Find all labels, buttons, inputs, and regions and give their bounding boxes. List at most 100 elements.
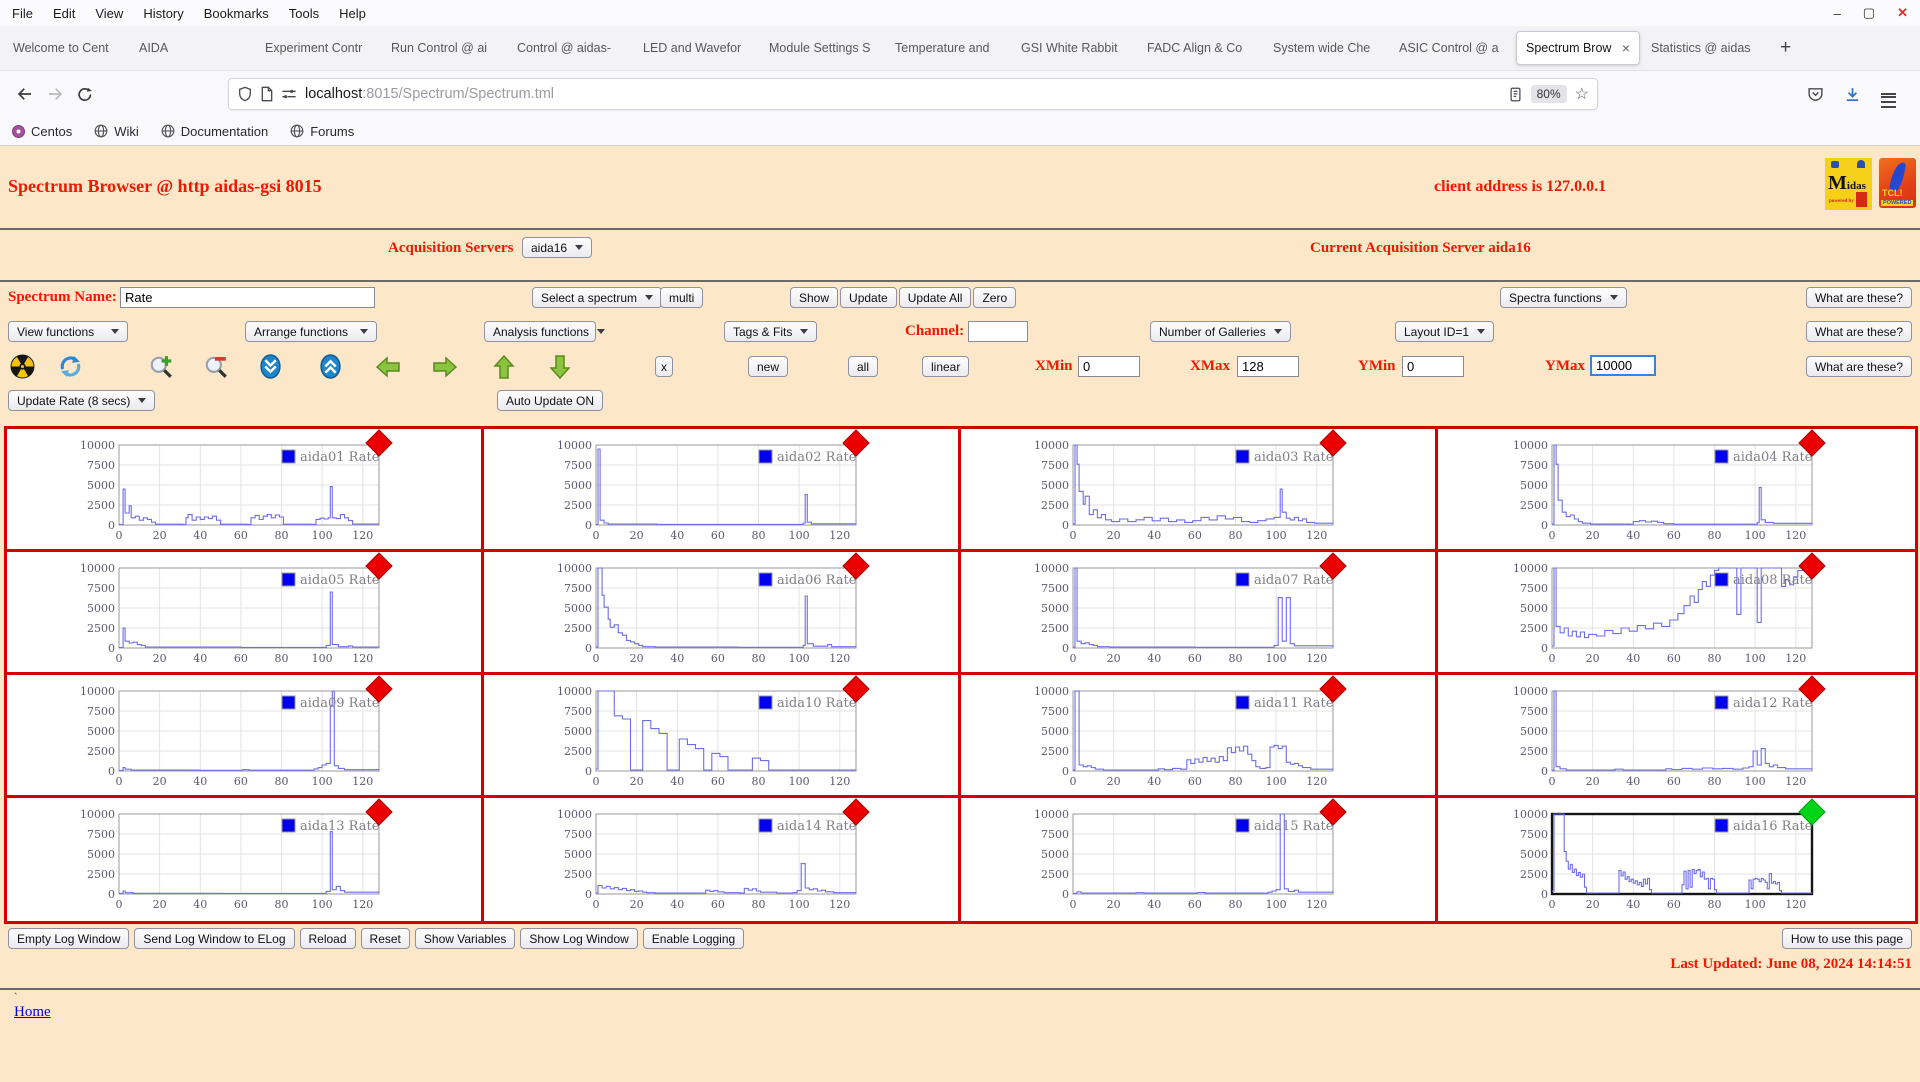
- collapse-down-icon[interactable]: [258, 354, 283, 379]
- zoom-in-icon[interactable]: [148, 354, 174, 380]
- spectrum-chart-aida10[interactable]: aida10 Rate 0 20 40 60 80 100 120 0 2500 5000 7500…: [484, 675, 961, 798]
- reset-button[interactable]: Reset: [360, 928, 410, 949]
- linear-button[interactable]: linear: [922, 356, 970, 377]
- tab-5[interactable]: LED and Wavefor: [634, 31, 758, 65]
- menu-view[interactable]: View: [95, 5, 124, 21]
- what-are-these-button[interactable]: What are these?: [1805, 321, 1912, 342]
- reload-icon[interactable]: [70, 79, 100, 109]
- tab-0[interactable]: Welcome to Cent: [4, 31, 128, 65]
- url-text[interactable]: localhost:8015/Spectrum/Spectrum.tml: [305, 86, 555, 102]
- tab-7[interactable]: Temperature and: [886, 31, 1010, 65]
- permissions-icon[interactable]: [281, 87, 297, 101]
- refresh-icon[interactable]: [58, 354, 83, 379]
- select-spectrum-dropdown[interactable]: Select a spectrum: [532, 287, 663, 308]
- all-button[interactable]: all: [848, 356, 879, 377]
- update-rate-dropdown[interactable]: Update Rate (8 secs): [8, 390, 156, 411]
- spectrum-chart-aida15[interactable]: aida15 Rate 0 20 40 60 80 100 120 0 2500 5000 7500…: [961, 798, 1438, 921]
- send-log-window-to-elog-button[interactable]: Send Log Window to ELog: [134, 928, 295, 949]
- spectrum-chart-aida12[interactable]: aida12 Rate 0 20 40 60 80 100 120 0 2500 5000 7500…: [1438, 675, 1915, 798]
- spectrum-chart-aida11[interactable]: aida11 Rate 0 20 40 60 80 100 120 0 2500 5000 7500…: [961, 675, 1438, 798]
- menu-history[interactable]: History: [143, 5, 184, 21]
- auto-update-button[interactable]: Auto Update ON: [497, 390, 604, 411]
- midas-logo[interactable]: Midas powered by: [1825, 158, 1872, 210]
- reader-mode-icon[interactable]: [1508, 87, 1523, 102]
- spectrum-chart-aida03[interactable]: aida03 Rate 0 20 40 60 80 100 120 0 2500 5000 7500…: [961, 429, 1438, 552]
- tab-10[interactable]: System wide Che: [1264, 31, 1388, 65]
- radioactive-icon[interactable]: [10, 354, 35, 379]
- minimize-icon[interactable]: –: [1833, 5, 1841, 21]
- number-of-galleries-dropdown[interactable]: Number of Galleries: [1150, 321, 1291, 342]
- tab-13[interactable]: Statistics @ aidas: [1642, 31, 1766, 65]
- empty-log-window-button[interactable]: Empty Log Window: [8, 928, 130, 949]
- enable-logging-button[interactable]: Enable Logging: [642, 928, 745, 949]
- menu-tools[interactable]: Tools: [288, 5, 320, 21]
- new-tab-button[interactable]: +: [1780, 37, 1792, 58]
- forward-icon[interactable]: [40, 79, 70, 109]
- acquisition-server-select[interactable]: aida16: [522, 237, 593, 258]
- update-button[interactable]: Update: [840, 287, 897, 308]
- xmin-input[interactable]: [1078, 356, 1140, 377]
- tab-6[interactable]: Module Settings S: [760, 31, 884, 65]
- new-button[interactable]: new: [748, 356, 789, 377]
- show-log-window-button[interactable]: Show Log Window: [520, 928, 638, 949]
- spectrum-chart-aida14[interactable]: aida14 Rate 0 20 40 60 80 100 120 0 2500 5000 7500…: [484, 798, 961, 921]
- menu-bookmarks[interactable]: Bookmarks: [203, 5, 269, 21]
- analysis-functions-dropdown[interactable]: Analysis functions: [484, 321, 606, 342]
- maximize-icon[interactable]: ▢: [1862, 5, 1876, 20]
- spectrum-chart-aida01[interactable]: aida01 Rate 0 20 40 60 80 100 120 0 2500 5000 7500…: [7, 429, 484, 552]
- shield-icon[interactable]: [237, 86, 253, 102]
- tab-12[interactable]: Spectrum Brow ×: [1516, 31, 1640, 65]
- tab-1[interactable]: AIDA: [130, 31, 254, 65]
- home-link[interactable]: Home: [14, 1004, 51, 1020]
- tab-close-icon[interactable]: ×: [1621, 40, 1630, 56]
- spectrum-chart-aida07[interactable]: aida07 Rate 0 20 40 60 80 100 120 0 2500 5000 7500…: [961, 552, 1438, 675]
- tab-8[interactable]: GSI White Rabbit: [1012, 31, 1136, 65]
- spectrum-chart-aida08[interactable]: aida08 Rate 0 20 40 60 80 100 120 0 2500 5000 7500…: [1438, 552, 1915, 675]
- ymax-input[interactable]: [1590, 355, 1656, 376]
- bookmark-documentation[interactable]: Documentation: [161, 124, 268, 139]
- arrow-right-icon[interactable]: [432, 355, 458, 379]
- arrow-down-icon[interactable]: [548, 354, 572, 380]
- multi-button[interactable]: multi: [660, 287, 704, 308]
- show-variables-button[interactable]: Show Variables: [414, 928, 516, 949]
- menu-help[interactable]: Help: [339, 5, 366, 21]
- page-info-icon[interactable]: [260, 86, 274, 102]
- close-icon[interactable]: ✕: [1897, 5, 1908, 20]
- zero-button[interactable]: Zero: [973, 287, 1017, 308]
- tags-fits-dropdown[interactable]: Tags & Fits: [724, 321, 818, 342]
- spectrum-chart-aida04[interactable]: aida04 Rate 0 20 40 60 80 100 120 0 2500 5000 7500…: [1438, 429, 1915, 552]
- what-are-these-button[interactable]: What are these?: [1805, 356, 1912, 377]
- layout-id-dropdown[interactable]: Layout ID=1: [1395, 321, 1495, 342]
- spectrum-chart-aida05[interactable]: aida05 Rate 0 20 40 60 80 100 120 0 2500 5000 7500…: [7, 552, 484, 675]
- arrow-up-icon[interactable]: [492, 354, 516, 380]
- download-icon[interactable]: [1844, 86, 1861, 103]
- spectrum-chart-aida16[interactable]: aida16 Rate 0 20 40 60 80 100 120 0 2500 5000 7500…: [1438, 798, 1915, 921]
- tab-11[interactable]: ASIC Control @ a: [1390, 31, 1514, 65]
- spectrum-chart-aida09[interactable]: aida09 Rate 0 20 40 60 80 100 120 0 2500 5000 7500…: [7, 675, 484, 798]
- bookmark-wiki[interactable]: Wiki: [94, 124, 139, 139]
- bookmark-centos[interactable]: Centos: [12, 124, 72, 139]
- arrange-functions-dropdown[interactable]: Arrange functions: [245, 321, 377, 342]
- what-are-these-button[interactable]: What are these?: [1805, 287, 1912, 308]
- spectra-functions-dropdown[interactable]: Spectra functions: [1500, 287, 1627, 308]
- channel-input[interactable]: [968, 321, 1028, 342]
- spectrum-chart-aida02[interactable]: aida02 Rate 0 20 40 60 80 100 120 0 2500 5000 7500…: [484, 429, 961, 552]
- ymin-input[interactable]: [1402, 356, 1464, 377]
- menu-file[interactable]: File: [12, 5, 33, 21]
- expand-up-icon[interactable]: [318, 354, 343, 379]
- xmax-input[interactable]: [1237, 356, 1299, 377]
- arrow-left-icon[interactable]: [375, 355, 401, 379]
- zoom-out-icon[interactable]: [203, 354, 229, 380]
- tab-9[interactable]: FADC Align & Co: [1138, 31, 1262, 65]
- zoom-level-badge[interactable]: 80%: [1530, 85, 1567, 103]
- spectrum-chart-aida13[interactable]: aida13 Rate 0 20 40 60 80 100 120 0 2500 5000 7500…: [7, 798, 484, 921]
- bookmark-star-icon[interactable]: ☆: [1574, 86, 1589, 103]
- menu-edit[interactable]: Edit: [52, 5, 76, 21]
- pocket-icon[interactable]: [1807, 86, 1824, 103]
- spectrum-name-input[interactable]: [120, 287, 375, 308]
- tab-3[interactable]: Run Control @ ai: [382, 31, 506, 65]
- view-functions-dropdown[interactable]: View functions: [8, 321, 128, 342]
- spectrum-chart-aida06[interactable]: aida06 Rate 0 20 40 60 80 100 120 0 2500 5000 7500…: [484, 552, 961, 675]
- show-button[interactable]: Show: [790, 287, 839, 308]
- reload-button[interactable]: Reload: [299, 928, 356, 949]
